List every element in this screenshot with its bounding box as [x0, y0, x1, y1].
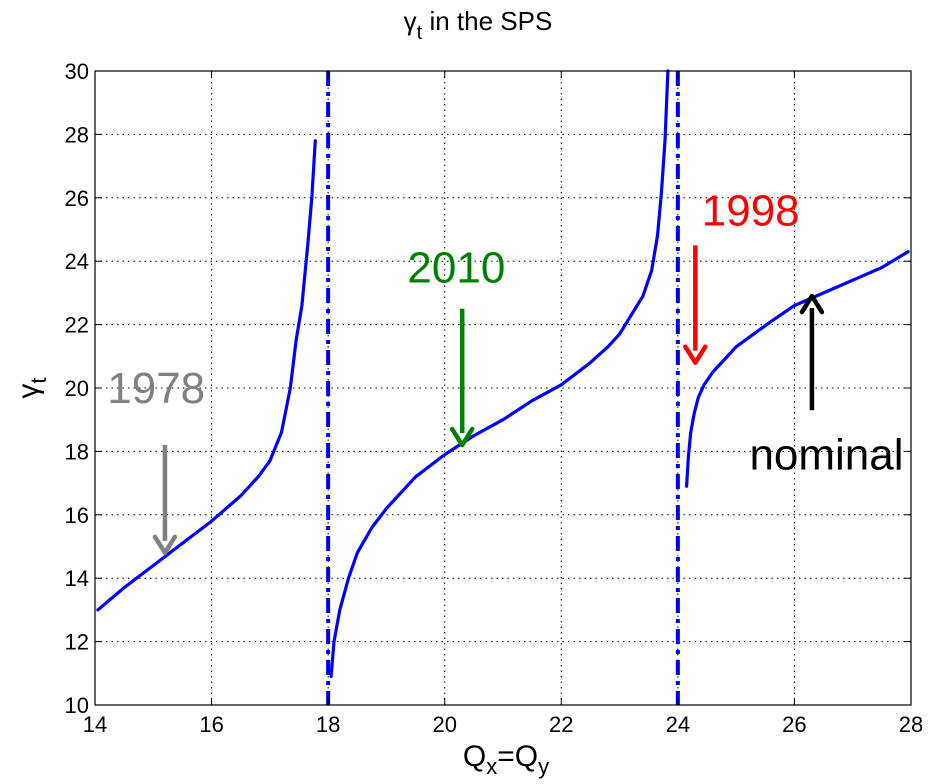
y-tick-label: 12: [65, 630, 89, 655]
x-tick-label: 14: [83, 712, 107, 737]
y-tick-label: 26: [65, 186, 89, 211]
x-axis-label: Qx=Qy: [463, 740, 549, 779]
y-tick-label: 28: [65, 122, 89, 147]
y-tick-label: 20: [65, 376, 89, 401]
annotation-nominal-arrowhead: [799, 293, 825, 315]
y-tick-label: 14: [65, 566, 89, 591]
y-tick-label: 10: [65, 693, 89, 718]
annotation-nominal-label: nominal: [749, 431, 903, 480]
annotation-1998-label: 1998: [702, 186, 800, 235]
y-tick-label: 24: [65, 249, 89, 274]
y-tick-label: 30: [65, 59, 89, 84]
x-tick-label: 20: [432, 712, 456, 737]
y-tick-label: 18: [65, 439, 89, 464]
x-tick-label: 18: [316, 712, 340, 737]
gamma-t-curve: [96, 69, 910, 679]
annotation-1978-arrowhead: [152, 534, 178, 556]
x-tick-label: 26: [782, 712, 806, 737]
annotation-2010-label: 2010: [407, 244, 505, 293]
resonance-lines: [326, 71, 680, 705]
curve-branch: [329, 69, 670, 679]
axis-ticks: 14 16 18 20 22 24 26 28 10 12 14 16 18 20 22 24 26 28 30: [65, 59, 924, 737]
annotation-1998-arrowhead: [683, 344, 708, 365]
x-tick-label: 22: [549, 712, 573, 737]
x-tick-label: 16: [199, 712, 223, 737]
y-axis-label: γt: [12, 377, 51, 398]
y-tick-label: 16: [65, 503, 89, 528]
grid-lines: [95, 71, 911, 705]
annotation-2010-arrowhead: [449, 426, 475, 448]
x-tick-label: 24: [666, 712, 690, 737]
annotations: 1978 2010 1998 nominal: [107, 186, 904, 556]
curve-branch: [684, 250, 910, 488]
chart-title: γt in the SPS: [404, 6, 553, 44]
annotation-1978-label: 1978: [107, 364, 205, 413]
x-tick-label: 28: [899, 712, 923, 737]
curve-branch: [96, 139, 317, 612]
y-tick-label: 22: [65, 313, 89, 338]
